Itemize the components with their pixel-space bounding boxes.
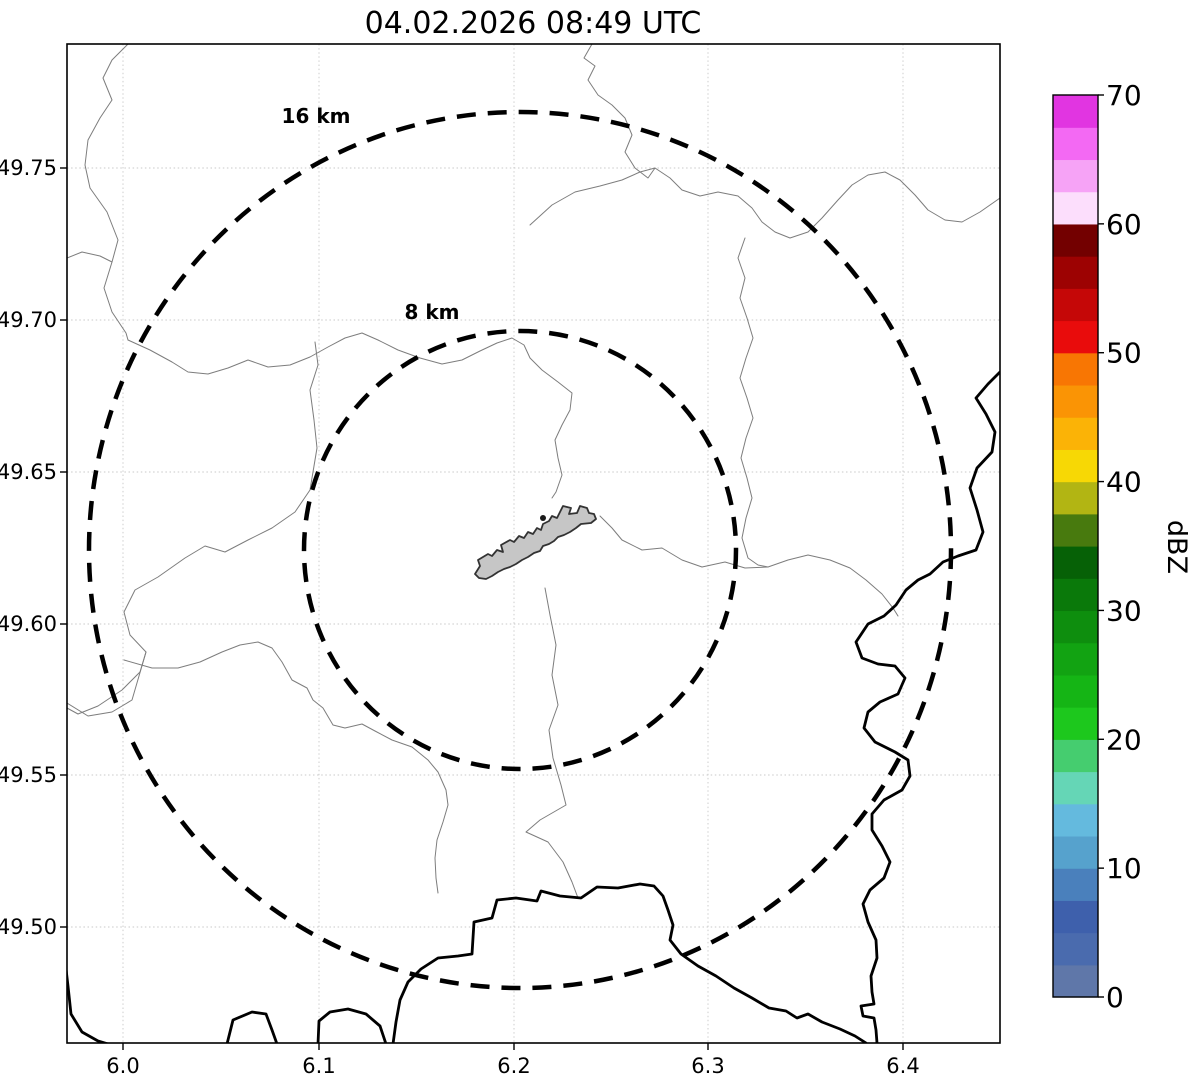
municipal-boundary-line [67, 251, 113, 263]
colorbar-band [1053, 932, 1098, 966]
x-axis-tick-label: 6.3 [691, 1054, 724, 1078]
colorbar-band [1053, 417, 1098, 450]
municipal-boundary-line [67, 651, 147, 717]
plot-border [66, 43, 1001, 1044]
colorbar-border [1052, 94, 1099, 998]
colorbar-band [1053, 191, 1098, 225]
range-ring-16km [86, 109, 954, 991]
colorbar-band [1053, 868, 1098, 901]
x-axis-tick-label: 6.2 [497, 1054, 530, 1078]
municipal-boundary-line [599, 515, 899, 617]
colorbar-band [1053, 803, 1098, 837]
x-axis-tick-label: 6.4 [886, 1054, 919, 1078]
colorbar-band [1053, 674, 1098, 708]
colorbar-band [1053, 900, 1098, 934]
y-axis-tick-label: 49.50 [0, 915, 57, 939]
country-border-line [67, 965, 109, 1043]
municipal-boundary-line [67, 341, 319, 715]
range-ring-8km [301, 328, 739, 772]
municipal-boundary-line [123, 641, 449, 894]
airport-outline [474, 505, 597, 580]
colorbar-band [1053, 481, 1098, 515]
x-axis-tick-label: 6.1 [302, 1054, 335, 1078]
colorbar-band [1053, 835, 1098, 869]
ring-label-16km: 16 km [282, 104, 351, 128]
colorbar-band [1053, 95, 1098, 128]
country-border-line [391, 882, 868, 1043]
colorbar-band [1053, 320, 1098, 354]
municipal-boundary-line [529, 167, 1000, 239]
colorbar-band [1053, 384, 1098, 418]
colorbar-tick-label: 60 [1106, 208, 1142, 241]
radar-site-marker [540, 515, 546, 521]
colorbar-band [1053, 964, 1098, 998]
colorbar-band [1053, 288, 1098, 322]
country-border-line [854, 370, 1000, 1043]
colorbar-band [1053, 578, 1098, 612]
colorbar-band [1053, 546, 1098, 579]
y-axis-tick-label: 49.70 [0, 308, 57, 332]
municipal-boundary-line [737, 237, 769, 568]
colorbar-tick-label: 70 [1106, 79, 1142, 112]
colorbar-band [1053, 223, 1098, 257]
colorbar-band [1053, 449, 1098, 483]
colorbar-band [1053, 771, 1098, 805]
colorbar-band [1053, 352, 1098, 386]
colorbar-tick-label: 40 [1106, 466, 1142, 499]
colorbar-band [1053, 739, 1098, 773]
country-border-line [225, 1010, 279, 1043]
ring-label-8km: 8 km [404, 300, 459, 324]
colorbar-tick-label: 0 [1106, 981, 1124, 1014]
colorbar-tick-label: 50 [1106, 337, 1142, 370]
country-border-line [316, 1007, 388, 1043]
plot-title: 04.02.2026 08:49 UTC [365, 6, 702, 41]
municipal-boundary-line [583, 44, 656, 179]
colorbar-band [1053, 127, 1098, 161]
y-axis-tick-label: 49.75 [0, 156, 57, 180]
colorbar-band [1053, 642, 1098, 676]
plot-frame [66, 43, 1001, 1044]
colorbar-tick-label: 20 [1106, 723, 1142, 756]
x-axis-tick-label: 6.0 [106, 1054, 139, 1078]
colorbar-band [1053, 513, 1098, 547]
colorbar: 0 10 20 30 40 50 60 70 dBZ [1052, 79, 1188, 1014]
axes: 6.0 6.1 6.2 6.3 6.4 49.75 49.70 49.65 49.60 49.55… [0, 156, 920, 1078]
municipal-boundary-line [525, 587, 579, 899]
y-axis-tick-label: 49.55 [0, 763, 57, 787]
colorbar-tick-label: 30 [1106, 594, 1142, 627]
y-axis-tick-label: 49.60 [0, 612, 57, 636]
colorbar-band [1053, 610, 1098, 644]
ring-labels: 16 km 8 km [282, 104, 460, 324]
colorbar-unit-label: dBZ [1161, 520, 1188, 574]
municipal-boundary-line [84, 44, 129, 341]
municipal-boundary-line [127, 332, 573, 499]
colorbar-band [1053, 159, 1098, 193]
colorbar-tick-label: 10 [1106, 852, 1142, 885]
colorbar-band [1053, 256, 1098, 289]
map-content [67, 44, 1000, 1043]
colorbar-band [1053, 707, 1098, 740]
y-axis-tick-label: 49.65 [0, 460, 57, 484]
